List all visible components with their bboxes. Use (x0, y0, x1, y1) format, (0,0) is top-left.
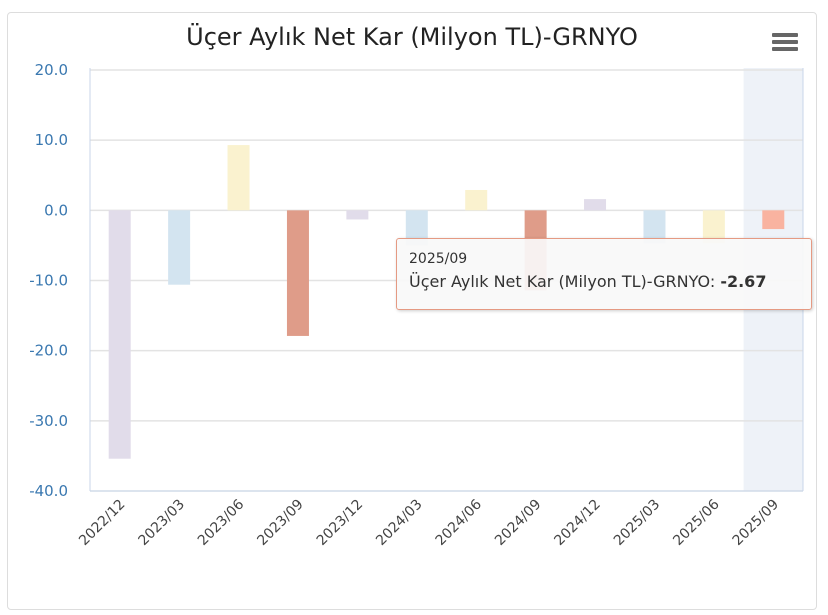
bar-2025-03[interactable] (643, 210, 666, 244)
x-tick-label: 2023/06 (195, 496, 248, 549)
y-tick-label: 20.0 (35, 61, 68, 79)
y-tick-label: -40.0 (29, 482, 68, 500)
chart-title: Üçer Aylık Net Kar (Milyon TL)-GRNYO (186, 22, 638, 51)
chart-container (7, 12, 817, 610)
bar-2025-06[interactable] (702, 210, 725, 244)
bar-2024-06[interactable] (465, 189, 488, 211)
y-tick-label: 10.0 (35, 131, 68, 149)
y-tick-label: 0.0 (44, 201, 68, 219)
bar-2023-06[interactable] (227, 145, 250, 211)
x-tick-label: 2023/03 (136, 497, 188, 549)
bar-2024-12[interactable] (584, 199, 607, 211)
x-tick-label: 2024/12 (551, 497, 603, 549)
x-tick-label: 2022/12 (76, 497, 128, 549)
y-tick-label: -20.0 (29, 342, 68, 360)
bar-2025-09[interactable] (762, 210, 785, 230)
x-tick-label: 2023/12 (314, 497, 366, 549)
bar-2023-09[interactable] (286, 210, 309, 336)
bar-2023-03[interactable] (168, 210, 191, 285)
hamburger-menu-icon[interactable] (772, 33, 798, 55)
x-tick-label: 2025/03 (611, 497, 663, 549)
x-tick-label: 2024/06 (433, 496, 486, 549)
y-tick-label: -10.0 (29, 272, 68, 290)
x-tick-label: 2025/06 (670, 496, 723, 549)
x-tick-label: 2025/09 (730, 497, 782, 549)
tooltip: 2025/09 Üçer Aylık Net Kar (Milyon TL)-G… (396, 238, 812, 310)
x-tick-label: 2024/09 (492, 497, 544, 549)
bar-2024-03[interactable] (405, 210, 428, 246)
tooltip-series: Üçer Aylık Net Kar (Milyon TL)-GRNYO: (409, 272, 716, 291)
x-tick-label: 2023/09 (254, 497, 306, 549)
x-tick-label: 2024/03 (373, 497, 425, 549)
tooltip-category: 2025/09 (409, 251, 468, 267)
bar-2023-12[interactable] (346, 210, 369, 220)
tooltip-value: -2.67 (720, 272, 767, 291)
y-tick-label: -30.0 (29, 412, 68, 430)
bar-2022-12[interactable] (108, 210, 131, 459)
